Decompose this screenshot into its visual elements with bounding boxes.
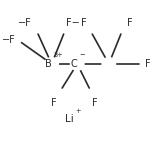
Text: B: B xyxy=(45,59,52,69)
Text: −F: −F xyxy=(2,35,16,45)
Circle shape xyxy=(70,58,84,70)
Text: −: − xyxy=(79,52,85,58)
Circle shape xyxy=(45,58,58,70)
Text: F−: F− xyxy=(66,18,80,28)
Text: F: F xyxy=(81,18,87,28)
Circle shape xyxy=(102,58,116,70)
Text: F: F xyxy=(92,98,98,108)
Text: Li: Li xyxy=(65,114,73,124)
Text: F: F xyxy=(145,59,151,69)
Text: F: F xyxy=(51,98,56,108)
Text: 3+: 3+ xyxy=(54,52,63,58)
Text: F: F xyxy=(127,18,133,28)
Text: +: + xyxy=(75,108,80,114)
Text: C: C xyxy=(70,59,77,69)
Text: −F: −F xyxy=(18,18,31,28)
